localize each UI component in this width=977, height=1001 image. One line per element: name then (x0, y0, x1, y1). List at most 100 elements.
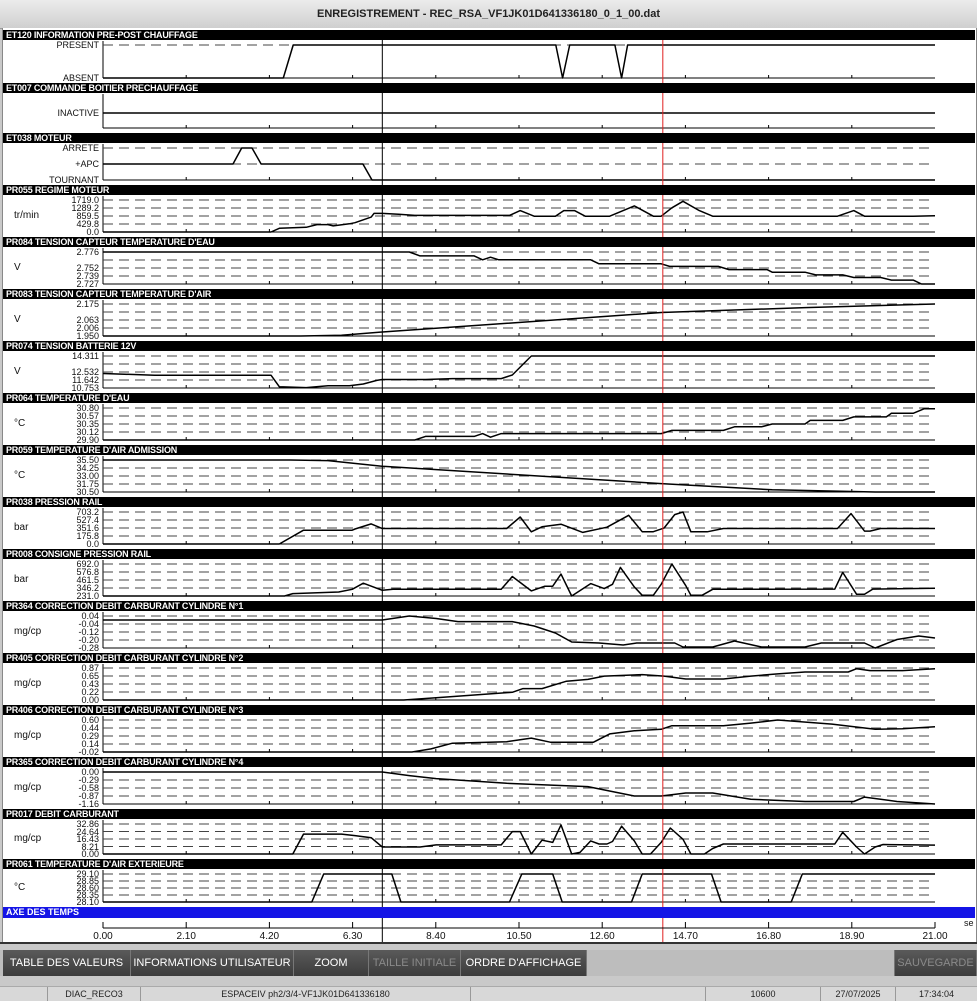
status-code: 10600 (705, 987, 820, 1001)
state-label: TOURNANT (49, 175, 99, 185)
y-tick-label: 28.85 (76, 876, 99, 886)
y-tick-label: 0.44 (81, 723, 99, 733)
y-tick-label: 34.25 (76, 463, 99, 473)
time-axis-header: AXE DES TEMPS (3, 907, 975, 918)
taille-initiale-button[interactable]: TAILLE INITIALE (369, 950, 461, 976)
toolbar: TABLE DES VALEURS INFORMATIONS UTILISATE… (0, 950, 977, 976)
unit-label: mg/cp (14, 626, 42, 637)
y-tick-label: 29.90 (76, 435, 99, 445)
time-tick-label: 2.10 (176, 931, 196, 942)
panel-header: ET038 MOTEUR (3, 133, 975, 143)
signal-trace (103, 719, 936, 753)
zoom-button[interactable]: ZOOM (294, 950, 369, 976)
y-tick-label: 0.00 (81, 849, 99, 859)
signal-trace (103, 200, 936, 233)
ordre-affichage-button[interactable]: ORDRE D'AFFICHAGE (461, 950, 587, 976)
y-tick-label: 1289.2 (71, 203, 99, 213)
status-time: 17:34:04 (895, 987, 977, 1001)
time-tick-label: 18.90 (839, 931, 865, 942)
y-tick-label: 351.6 (76, 523, 99, 533)
y-tick-label: 30.50 (76, 487, 99, 497)
y-tick-label: 0.60 (81, 715, 99, 725)
y-tick-label: 16.43 (76, 834, 99, 844)
y-tick-label: 29.10 (76, 869, 99, 879)
signal-trace (103, 147, 935, 181)
signal-trace (103, 824, 936, 855)
table-des-valeurs-button[interactable]: TABLE DES VALEURS (3, 950, 131, 976)
y-tick-label: 30.80 (76, 403, 99, 413)
time-tick-label: 8.40 (426, 931, 446, 942)
y-tick-label: 24.64 (76, 826, 99, 837)
unit-label: tr/min (14, 210, 39, 221)
time-tick-label: 10.50 (506, 931, 532, 942)
status-cell-empty (470, 987, 705, 1001)
y-tick-label: -0.58 (78, 783, 99, 793)
y-tick-label: -0.12 (78, 627, 99, 637)
y-tick-label: 1719.0 (71, 195, 99, 205)
informations-utilisateur-button[interactable]: INFORMATIONS UTILISATEUR (131, 950, 294, 976)
signal-trace (103, 615, 936, 649)
state-label: +APC (75, 159, 99, 169)
panel-header: PR405 CORRECTION DEBIT CARBURANT CYLINDR… (3, 653, 975, 663)
y-tick-label: 0.43 (81, 679, 99, 689)
y-tick-label: 2.175 (76, 299, 99, 309)
y-tick-label: 32.86 (76, 819, 99, 829)
unit-label: °C (14, 418, 26, 429)
y-tick-label: 2.063 (76, 315, 99, 325)
y-tick-label: 2.739 (76, 271, 99, 281)
signal-trace (102, 355, 935, 389)
time-tick-label: 21.00 (922, 931, 948, 942)
y-tick-label: -0.29 (78, 775, 99, 785)
panel-header: PR084 TENSION CAPTEUR TEMPERATURE D'EAU (3, 237, 975, 247)
y-tick-label: 692.0 (76, 559, 99, 569)
y-tick-label: 2.006 (76, 323, 99, 333)
y-tick-label: 2.776 (76, 247, 99, 257)
y-tick-label: -0.02 (78, 747, 99, 757)
signal-trace (103, 667, 936, 701)
unit-label: °C (14, 470, 26, 481)
y-tick-label: 0.00 (81, 767, 99, 777)
y-tick-label: 31.75 (76, 479, 99, 489)
unit-label: mg/cp (14, 730, 42, 741)
signal-trace (103, 873, 935, 903)
y-tick-label: 461.5 (76, 575, 99, 585)
y-tick-label: 33.00 (76, 471, 99, 481)
y-tick-label: -0.28 (78, 643, 99, 653)
unit-label: °C (14, 882, 26, 893)
y-tick-label: 30.35 (76, 419, 99, 429)
unit-label: mg/cp (14, 678, 42, 689)
state-label: ABSENT (62, 73, 99, 83)
y-tick-label: -0.04 (78, 619, 99, 629)
y-tick-label: 11.642 (72, 375, 99, 385)
unit-label: V (14, 314, 21, 325)
panel-header: PR074 TENSION BATTERIE 12V (3, 341, 975, 351)
sauvegarde-button[interactable]: SAUVEGARDE (894, 950, 977, 976)
y-tick-label: -1.16 (78, 799, 99, 809)
status-cell-empty (0, 987, 47, 1001)
panel-header: PR038 PRESSION RAIL (3, 497, 975, 507)
unit-label: bar (14, 574, 29, 585)
y-tick-label: 527.4 (76, 515, 99, 525)
time-tick-label: 0.00 (93, 931, 113, 942)
unit-label: bar (14, 522, 29, 533)
signal-trace (103, 251, 935, 285)
y-tick-label: 231.0 (76, 591, 99, 601)
status-vehicle: ESPACEIV ph2/3/4-VF1JK01D641336180 (140, 987, 470, 1001)
y-tick-label: 12.532 (71, 367, 99, 377)
panel-header: PR017 DEBIT CARBURANT (3, 809, 975, 819)
time-tick-label: 14.70 (672, 931, 698, 942)
time-tick-label: 12.60 (589, 931, 615, 942)
unit-label: mg/cp (14, 782, 42, 793)
y-tick-label: 0.29 (81, 731, 99, 741)
y-tick-label: 576.8 (76, 567, 99, 577)
y-tick-label: 30.12 (76, 427, 99, 437)
y-tick-label: 0.0 (86, 539, 99, 549)
y-tick-label: 30.57 (76, 411, 99, 421)
y-tick-label: 0.65 (81, 671, 99, 681)
y-tick-label: 28.10 (76, 897, 99, 907)
status-user: DIAC_RECO3 (47, 987, 140, 1001)
time-tick-label: 16.80 (756, 931, 782, 942)
y-tick-label: 429.8 (76, 219, 99, 229)
y-tick-label: 0.22 (81, 687, 99, 697)
state-label: ARRETE (62, 143, 99, 153)
